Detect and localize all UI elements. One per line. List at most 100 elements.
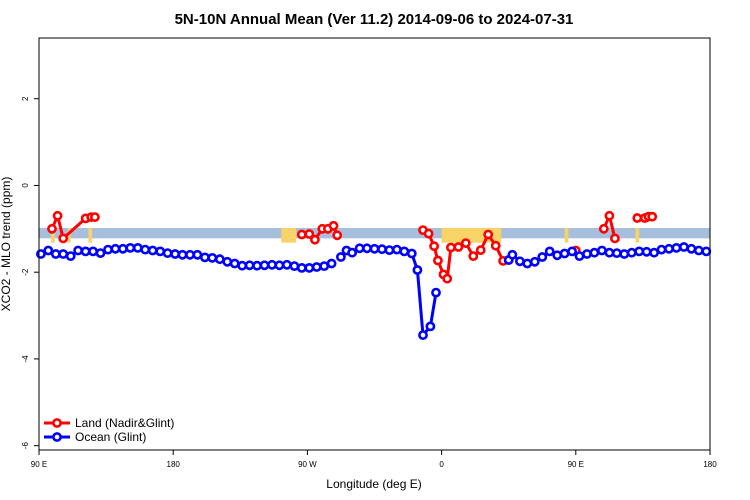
series-1-point-2-25: [686, 243, 697, 254]
series-1-point-0-22: [199, 252, 210, 263]
reference-band: [39, 227, 710, 239]
highlight-band-2: [88, 227, 93, 243]
series-1-point-1-12: [418, 330, 428, 340]
legend: Land (Nadir&Glint)Ocean (Glint): [44, 416, 174, 444]
series-0: [47, 210, 658, 284]
series-1-point-0-10: [110, 243, 121, 254]
series-0-point-2-9: [468, 251, 479, 261]
series-1-point-2-5: [537, 252, 548, 262]
series-1-point-2-10: [574, 251, 585, 261]
y-tick-label-1: 0: [21, 183, 30, 188]
series-1-point-2-15: [611, 248, 622, 258]
series-1-point-0-19: [177, 249, 188, 260]
series-1-point-0-17: [162, 248, 173, 258]
series-1-point-0-4: [65, 251, 76, 261]
series-1-point-0-12: [125, 242, 136, 253]
x-tick-label-2: 90 W: [298, 460, 317, 469]
series-1-point-1-4: [362, 243, 372, 254]
series-1-point-2-8: [559, 248, 570, 259]
highlight-band-6: [635, 227, 640, 243]
series-0-point-1-0: [296, 229, 307, 240]
series-0-point-2-12: [490, 240, 501, 251]
series-1-point-2-1: [507, 249, 518, 260]
series-1-point-2-24: [679, 242, 689, 252]
series-0-point-0-2: [58, 233, 69, 244]
series-0-point-1-5: [328, 220, 339, 231]
x-tick-label-5: 180: [703, 460, 717, 469]
y-tick-label-0: 2: [21, 96, 30, 101]
series-1-point-2-12: [589, 247, 600, 258]
series-1-point-2-11: [582, 249, 592, 259]
series-1-point-1-9: [399, 246, 410, 257]
y-axis: 2 0 -2 -4 -6: [21, 96, 39, 449]
series-0-point-4-0: [632, 213, 643, 223]
series-1-point-0-23: [207, 252, 218, 263]
series-1-point-0-5: [73, 245, 83, 256]
series-0-point-0-1: [52, 210, 63, 221]
series-1-point-0-24: [214, 254, 225, 265]
x-axis: 90 E 180 90 W 0 90 E 180: [31, 450, 717, 469]
series-1-point-2-21: [656, 244, 667, 255]
series-0-point-2-1: [423, 228, 434, 239]
x-axis-label: Longitude (deg E): [326, 477, 421, 491]
series-0-point-1-1: [304, 229, 315, 239]
series-0-point-2-3: [432, 255, 443, 266]
series-0-point-0-5: [90, 212, 100, 222]
series-1-point-0-6: [80, 246, 91, 257]
series-1-point-2-3: [522, 258, 533, 269]
series-1-point-0-33: [281, 259, 292, 270]
series-1-point-1-6: [377, 244, 387, 255]
series-0-point-2-5: [442, 273, 453, 284]
series-1-point-2-17: [626, 247, 637, 258]
series-1-point-1-14: [431, 287, 441, 298]
series-1-point-0-14: [140, 244, 151, 255]
series-1-point-2-6: [544, 246, 555, 257]
series-1-point-0-8: [95, 248, 106, 258]
y-tick-label-2: -2: [21, 268, 30, 276]
series-0-point-2-2: [429, 241, 439, 252]
series-1-point-2-16: [619, 249, 630, 259]
chart-title: 5N-10N Annual Mean (Ver 11.2) 2014-09-06…: [175, 11, 574, 28]
series-1-point-2-4: [529, 256, 540, 267]
series-1-point-1-0: [335, 252, 346, 262]
series-0-point-1-2: [309, 234, 320, 245]
series-1-point-1-11: [412, 265, 423, 275]
plot-frame: [38, 37, 711, 451]
series-1-point-0-26: [229, 258, 240, 269]
x-tick-label-4: 90 E: [568, 460, 584, 469]
series-1-point-0-18: [170, 249, 180, 259]
series-1-point-0-31: [267, 259, 277, 270]
highlight-band-3: [281, 227, 297, 243]
series-1-point-0-34: [289, 261, 300, 271]
band-layer: [39, 227, 710, 243]
series-1: [36, 242, 712, 340]
series-0-point-3-1: [604, 210, 615, 221]
series-1-point-0-28: [244, 260, 255, 271]
series-1-point-1-2: [347, 247, 357, 258]
series-1-point-2-13: [597, 245, 607, 256]
series-1-point-0-11: [118, 243, 128, 254]
series-1-point-2-23: [671, 242, 682, 253]
series-1-point-1-10: [406, 248, 417, 259]
series-1-point-0-30: [259, 260, 270, 271]
series-1-point-0-35: [296, 262, 307, 273]
series-1-point-0-13: [132, 242, 143, 253]
series-0-point-2-7: [453, 242, 464, 252]
series-1-point-2-7: [552, 250, 563, 261]
series-1-point-0-3: [58, 249, 69, 259]
series-1-point-2-9: [567, 246, 577, 257]
series-layer: [36, 210, 712, 340]
series-0-point-2-11: [483, 229, 494, 240]
x-tick-label-1: 180: [167, 460, 181, 469]
legend-marker-0: [52, 418, 62, 428]
highlight-band-5: [564, 227, 569, 243]
series-1-point-1-8: [391, 244, 402, 255]
y-tick-label-3: -4: [21, 355, 30, 363]
series-0-point-2-6: [445, 242, 456, 253]
series-1-point-0-15: [147, 245, 158, 256]
series-0-point-2-8: [460, 238, 471, 248]
series-1-point-0-1: [43, 245, 54, 256]
series-0-point-0-0: [47, 223, 57, 234]
series-1-point-2-26: [693, 245, 704, 256]
series-1-point-0-9: [103, 244, 113, 255]
